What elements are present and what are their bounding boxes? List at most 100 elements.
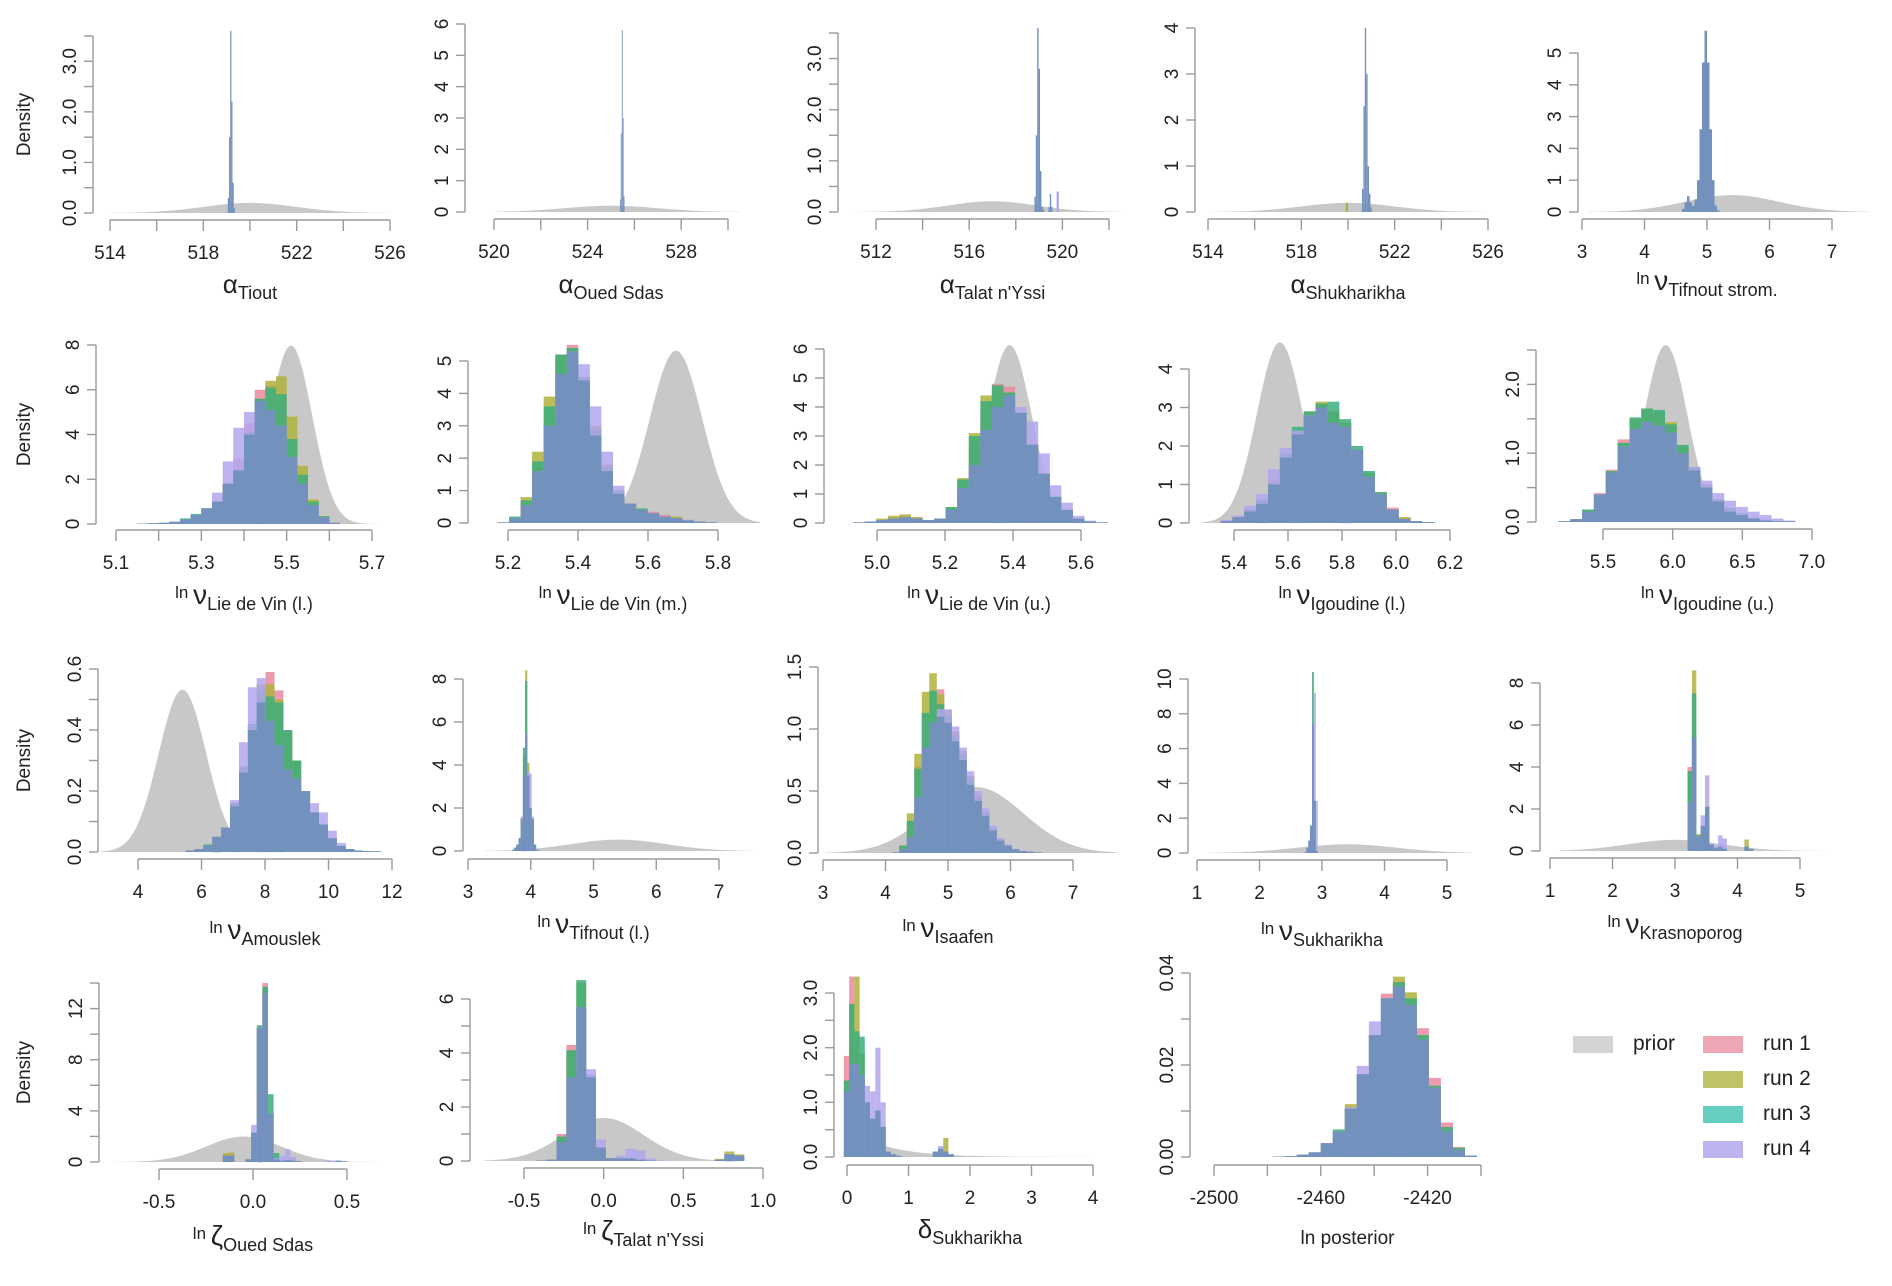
x-tick-label: 522: [1379, 242, 1411, 263]
x-axis-label: ln νAmouslek: [210, 914, 322, 949]
overlap-bar: [301, 791, 311, 852]
y-tick-label: 6: [1155, 743, 1176, 754]
x-tick-label: 5: [1702, 242, 1713, 263]
overlap-bar: [532, 471, 544, 523]
x-tick-label: 4: [1639, 242, 1650, 263]
overlap-bar: [372, 851, 382, 852]
overlap-bar: [996, 840, 1005, 853]
x-label-symbol: α: [223, 269, 238, 299]
y-tick-label: 1: [432, 175, 453, 186]
y-tick-label: 2: [1155, 813, 1176, 824]
overlap-bar: [1004, 845, 1012, 853]
y-tick-label: 0.5: [785, 778, 806, 804]
y-tick-label: 0: [66, 1157, 87, 1168]
overlap-bar: [1244, 511, 1257, 523]
overlap-bar: [622, 118, 624, 212]
x-tick-label: 4: [1088, 1188, 1099, 1209]
x-tick-label: 1.0: [750, 1191, 776, 1212]
x-label-symbol: α: [558, 269, 573, 299]
overlap-bar: [244, 434, 255, 524]
overlap-bar: [265, 409, 276, 524]
overlap-bar: [509, 518, 521, 523]
x-tick-label: 6: [1005, 883, 1016, 904]
overlap-bar: [1688, 470, 1701, 522]
panel-alpha_tiout: 0.0 1.0 2.0 3.0 Density 514 518 522 526 αTiout: [14, 30, 406, 303]
x-tick-label: 5.3: [188, 553, 214, 574]
x-label-symbol: ζ: [601, 1215, 613, 1246]
overlap-bar: [659, 516, 671, 523]
overlap-bar: [1351, 449, 1364, 523]
overlap-bar: [556, 1142, 567, 1161]
prior-density-ln_nu_lie_de_vin_m: [578, 350, 760, 523]
x-axis-label: ln ζTalat n'Yssi: [583, 1215, 704, 1250]
x-tick-label: 514: [94, 243, 126, 264]
overlap-bar: [525, 732, 528, 852]
x-axis-label: ln posterior: [1301, 1228, 1396, 1249]
overlap-bar: [276, 425, 287, 524]
y-tick-label: 1: [1162, 161, 1183, 172]
x-label-symbol: ν: [1279, 915, 1293, 946]
overlap-bar: [880, 1126, 886, 1157]
y-tick-label: 1.0: [805, 148, 826, 174]
overlap-bar: [576, 1007, 587, 1161]
overlap-bar: [1653, 425, 1665, 522]
overlap-bar: [1041, 206, 1043, 212]
y-tick-label: 2: [430, 803, 451, 814]
y-tick-label: 2: [1162, 115, 1183, 126]
overlap-bar: [318, 517, 330, 524]
x-tick-label: 6.0: [1383, 553, 1409, 574]
overlap-bar: [1605, 472, 1618, 522]
overlap-bar: [536, 849, 539, 851]
panel-ln_nu_krasnoporog: 0 2 4 6 8 1 2 3 4 5 ln νKrasnoporog: [1507, 670, 1829, 943]
overlap-bar: [991, 407, 1004, 523]
x-tick-label: 5.8: [705, 553, 731, 574]
overlap-bar: [1416, 1039, 1429, 1157]
overlap-bar: [1026, 444, 1039, 523]
overlap-bar: [1747, 518, 1760, 522]
x-tick-label: 3: [1026, 1188, 1037, 1209]
x-tick-label: 5.6: [1275, 553, 1301, 574]
x-label-ln: ln: [1278, 583, 1296, 602]
overlap-bar: [194, 849, 204, 852]
x-label-subscript: Igoudine (l.): [1310, 594, 1405, 614]
y-tick-label: 0: [1155, 848, 1176, 859]
overlap-bar: [714, 1159, 725, 1161]
y-axis-label: Density: [14, 402, 35, 466]
overlap-bar: [190, 515, 202, 524]
overlap-bar: [527, 775, 530, 852]
overlap-bar: [1700, 487, 1713, 522]
y-tick-label: 1.0: [801, 1089, 822, 1115]
y-tick-label: 0: [1162, 207, 1183, 218]
overlap-bar: [1272, 1156, 1285, 1157]
overlap-bar: [1072, 518, 1085, 523]
y-tick-label: 0: [63, 519, 84, 530]
overlap-bar: [1356, 1074, 1369, 1157]
overlap-bar: [620, 133, 622, 212]
y-tick-label: 3: [1545, 111, 1566, 122]
overlap-bar: [1718, 846, 1723, 851]
panel-ln_nu_lie_de_vin_u: 0 1 2 3 4 5 6 5.0 5.2 5.4 5.6 ln νLie de Vin (u.): [791, 344, 1122, 614]
overlap-bar: [589, 435, 602, 523]
x-tick-label: 516: [953, 242, 985, 263]
overlap-bar: [247, 730, 257, 852]
y-tick-label: 6: [432, 19, 453, 30]
y-tick-label: 0.0: [785, 840, 806, 866]
y-tick-label: 8: [1507, 678, 1528, 689]
overlap-bar: [286, 456, 298, 524]
overlap-bar: [1019, 851, 1027, 853]
x-label-symbol: δ: [918, 1214, 932, 1244]
panel-ln_nu_igoudine_u: 0.0 1.0 2.0 5.5 6.0 6.5 7.0 ln νIgoudine (u.): [1503, 344, 1826, 614]
x-tick-label: 5: [588, 882, 599, 903]
x-label-subscript: Tiout: [238, 283, 277, 303]
x-tick-label: 5.5: [1590, 552, 1616, 573]
overlap-bar: [605, 1158, 616, 1161]
overlap-bar: [734, 1155, 745, 1161]
prior-density-ln_zeta_talat_nyssi: [484, 1117, 756, 1161]
overlap-bar: [1279, 457, 1292, 523]
y-tick-label: 2.0: [60, 99, 81, 125]
x-axis-label: ln ζOued Sdas: [193, 1220, 313, 1255]
y-tick-label: 2.0: [801, 1034, 822, 1060]
overlap-bar: [1709, 844, 1714, 851]
x-axis-label: αOued Sdas: [558, 269, 663, 303]
y-tick-label: 1: [1545, 175, 1566, 186]
